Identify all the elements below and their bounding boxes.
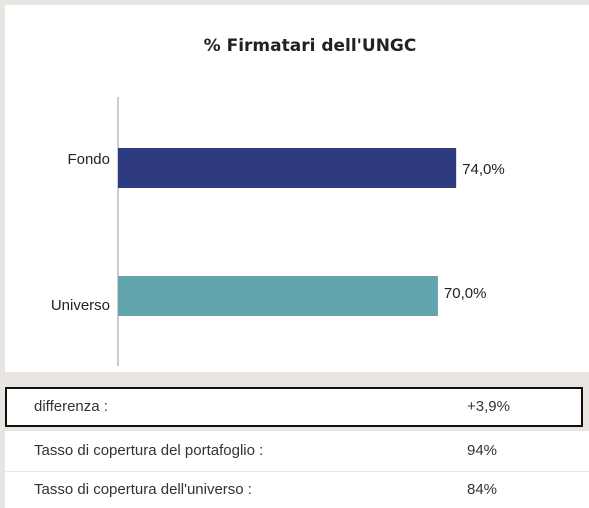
table-row <box>5 431 589 471</box>
chart-panel <box>5 5 589 372</box>
row-label: Tasso di copertura dell'universo : <box>34 481 252 498</box>
category-label: Universo <box>51 297 110 314</box>
row-label: Tasso di copertura del portafoglio : <box>34 442 263 459</box>
row-label: differenza : <box>34 398 108 415</box>
row-value: 84% <box>467 481 497 498</box>
bar <box>118 148 457 188</box>
row-value: 94% <box>467 442 497 459</box>
value-label: 74,0% <box>462 161 505 178</box>
value-label: 70,0% <box>444 285 487 302</box>
table-row <box>5 472 589 508</box>
bar <box>118 276 438 316</box>
category-label: Fondo <box>67 151 110 168</box>
row-value: +3,9% <box>467 398 510 415</box>
table-row <box>5 387 583 427</box>
chart-title: % Firmatari dell'UNGC <box>204 36 417 56</box>
